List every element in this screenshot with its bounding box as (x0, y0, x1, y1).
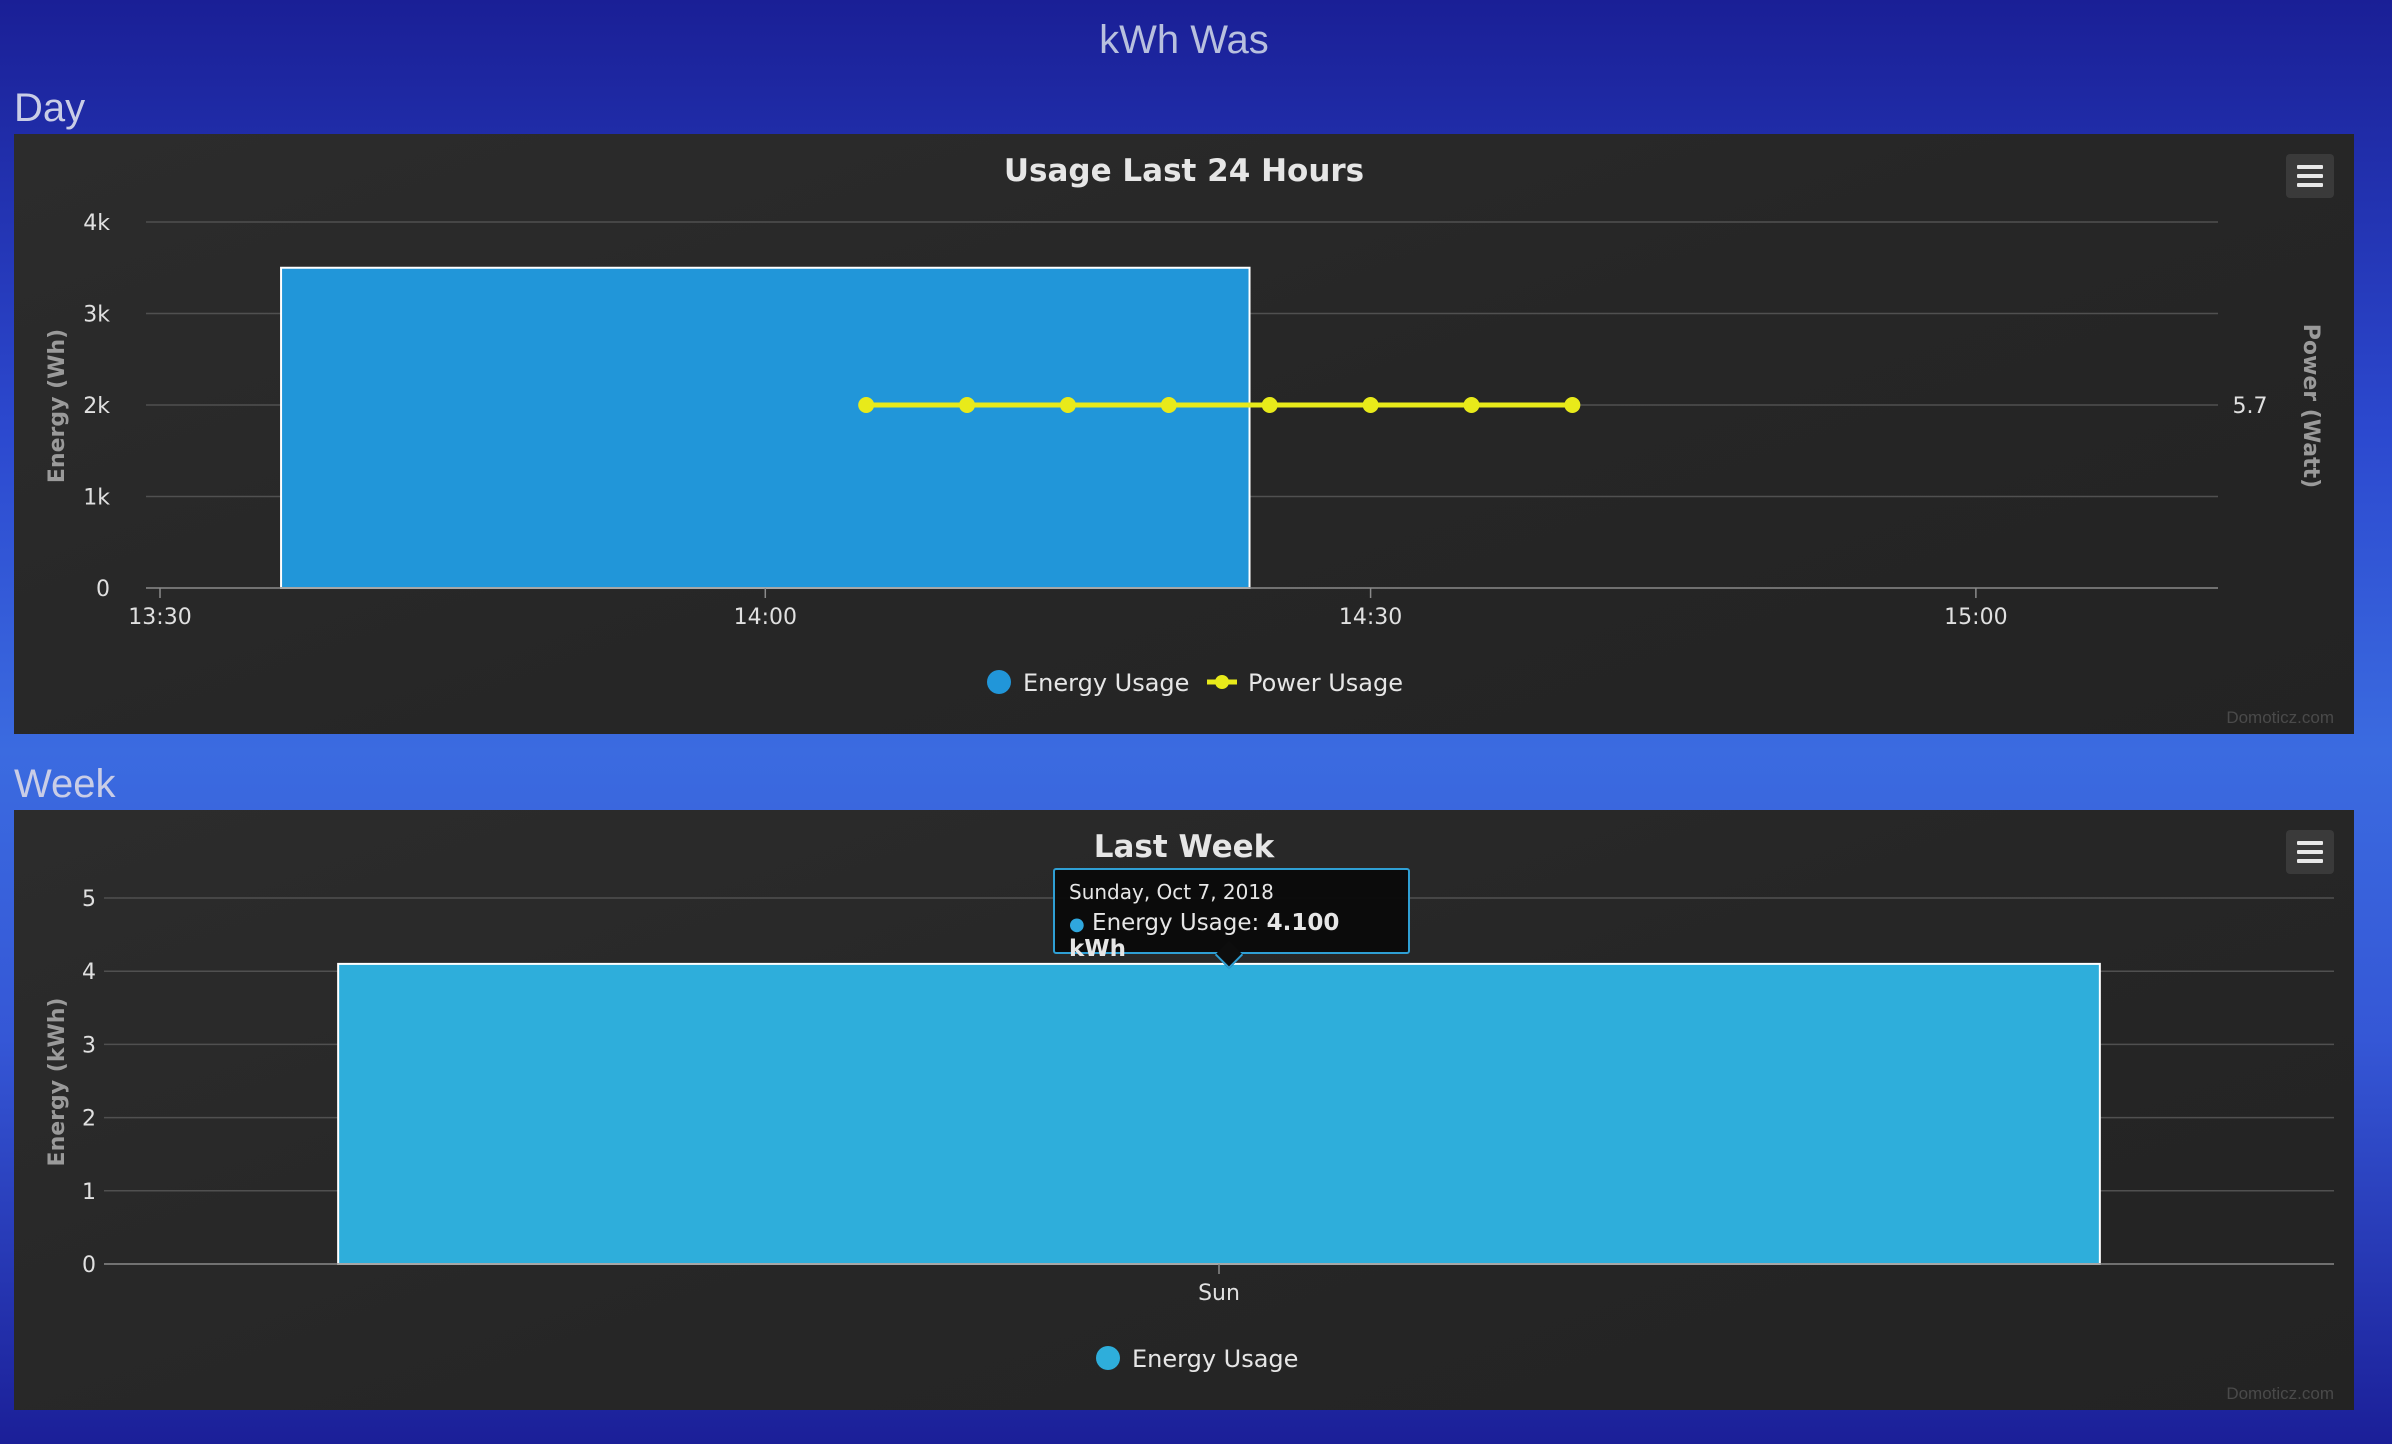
tooltip-value: 4.100 kWh (1069, 910, 1340, 962)
tooltip-series-name: Energy Usage (1092, 910, 1252, 936)
chart-credits[interactable]: Domoticz.com (2226, 708, 2334, 727)
power-usage-point (1261, 397, 1278, 413)
chart-tooltip: Sunday, Oct 7, 2018 ● Energy Usage: 4.10… (1053, 868, 1410, 970)
power-usage-point (959, 397, 976, 413)
tooltip-date: Sunday, Oct 7, 2018 (1069, 880, 1274, 904)
hamburger-menu-icon (2297, 859, 2323, 863)
section-label-day: Day (14, 86, 86, 130)
chart-credits[interactable]: Domoticz.com (2226, 1384, 2334, 1403)
day-chart: Usage Last 24 Hours 0 1k 2k 3k 4k 5.7 Energy (W… (45, 153, 2323, 697)
y-tick-label: 3 (82, 1033, 96, 1058)
y-tick-label: 2 (82, 1107, 96, 1132)
legend-energy-marker (987, 670, 1011, 694)
y-axis-label: Energy (Wh) (45, 329, 70, 483)
week-chart: Last Week 0 1 2 3 4 5 Energy (kWh) Sun Energy Usa… (45, 829, 2334, 1373)
power-usage-point (1160, 397, 1177, 413)
legend-energy-label: Energy Usage (1132, 1345, 1298, 1373)
page-title: kWh Was (1099, 18, 1269, 62)
hamburger-menu-icon (2297, 841, 2323, 845)
y-tick-label: 0 (82, 1253, 96, 1278)
section-label-week: Week (14, 762, 116, 806)
chart-title: Last Week (1094, 829, 1276, 865)
power-usage-point (1059, 397, 1076, 413)
legend-energy-marker (1096, 1346, 1120, 1370)
x-tick-label: 13:30 (128, 605, 191, 630)
hamburger-menu-icon (2297, 183, 2323, 187)
y-tick-label: 4k (83, 211, 110, 236)
y-tick-label: 4 (82, 960, 96, 985)
x-tick-label: 14:00 (734, 605, 797, 630)
energy-usage-bar (280, 266, 1251, 589)
y2-axis-label: Power (Watt) (2298, 324, 2323, 488)
y-tick-label: 1 (82, 1180, 96, 1205)
y-tick-label: 0 (96, 577, 110, 602)
y-tick-label: 3k (83, 303, 110, 328)
tooltip-series-dot: ● (1069, 914, 1085, 935)
y-axis-label: Energy (kWh) (45, 998, 70, 1167)
tooltip-value-line: ● Energy Usage: 4.100 kWh (1069, 910, 1340, 962)
day-chart-panel: Usage Last 24 Hours 0 1k 2k 3k 4k 5.7 Energy (W… (14, 134, 2354, 734)
hamburger-menu-icon (2297, 165, 2323, 169)
y-tick-label: 1k (83, 486, 110, 511)
chart-title: Usage Last 24 Hours (1004, 153, 1364, 189)
x-tick-label: 15:00 (1944, 605, 2007, 630)
power-usage-point (858, 397, 875, 413)
y-tick-label: 2k (83, 394, 110, 419)
legend-energy-label: Energy Usage (1023, 669, 1189, 697)
power-usage-point (1362, 397, 1379, 413)
hamburger-menu-icon (2297, 850, 2323, 854)
energy-usage-bar (337, 962, 2101, 1265)
y2-tick-label: 5.7 (2233, 394, 2268, 419)
week-chart-panel: Last Week 0 1 2 3 4 5 Energy (kWh) Sun Energy Usa… (14, 810, 2354, 1410)
power-usage-point (1463, 397, 1480, 413)
y-tick-label: 5 (82, 887, 96, 912)
hamburger-menu-icon (2297, 174, 2323, 178)
legend-power-marker (1215, 675, 1229, 689)
power-usage-point (1564, 397, 1581, 413)
x-tick-label: Sun (1198, 1281, 1240, 1306)
chart-menu-button-day[interactable] (2286, 154, 2334, 198)
chart-menu-button-week[interactable] (2286, 830, 2334, 874)
legend-power-label: Power Usage (1248, 669, 1403, 697)
x-tick-label: 14:30 (1339, 605, 1402, 630)
